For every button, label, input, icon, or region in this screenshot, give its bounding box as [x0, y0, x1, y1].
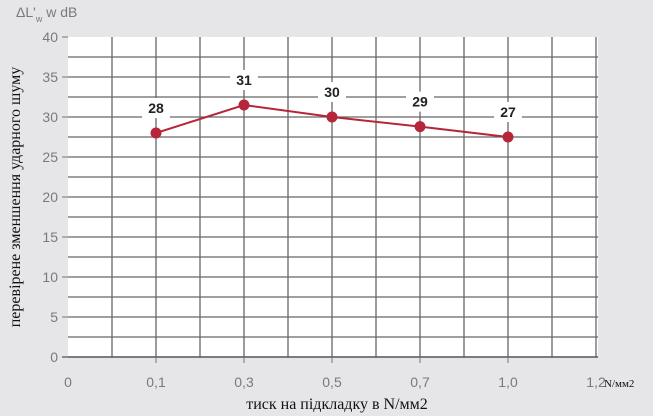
- x-tick-label: 0: [64, 374, 72, 390]
- y-tick-label: 10: [42, 269, 58, 285]
- x-axis: 0 0,1 0,3 0,5 0,7 1,0 1,2: [64, 357, 606, 390]
- data-label-background: [494, 102, 522, 122]
- y-tick-label: 5: [50, 309, 58, 325]
- y-tick-label: 0: [50, 349, 58, 365]
- x-tick-label: 0,5: [322, 374, 342, 390]
- x-tick-label: 1,2: [586, 374, 606, 390]
- y-tick-label: 15: [42, 229, 58, 245]
- data-label: 29: [412, 94, 428, 110]
- x-tick-label: 0,3: [234, 374, 254, 390]
- y-axis: 0 5 10 15 20 25 30 35 40: [42, 29, 68, 365]
- data-label: 27: [500, 104, 516, 120]
- y-tick-label: 30: [42, 109, 58, 125]
- x-tick-label: 0,7: [410, 374, 430, 390]
- data-point: [502, 131, 514, 143]
- data-label-background: [230, 70, 258, 90]
- y-tick-label: 25: [42, 149, 58, 165]
- y-axis-title: перевірене зменшення ударного шуму: [7, 67, 24, 328]
- x-tick-label: 0,1: [146, 374, 166, 390]
- y-tick-label: 20: [42, 189, 58, 205]
- data-point: [150, 127, 162, 139]
- y-axis-top-label: ΔL'w w dB: [16, 4, 77, 24]
- data-label: 31: [236, 72, 252, 88]
- data-label: 28: [148, 100, 164, 116]
- data-point: [238, 99, 250, 111]
- data-label: 30: [324, 84, 340, 100]
- x-axis-title: тиск на підкладку в N/мм2: [246, 396, 428, 413]
- data-label-background: [318, 82, 346, 102]
- data-label-background: [142, 98, 170, 118]
- data-point: [326, 111, 338, 123]
- y-tick-label: 40: [42, 29, 58, 45]
- data-label-background: [406, 91, 434, 112]
- x-axis-unit: N/мм2: [604, 378, 634, 390]
- x-tick-label: 1,0: [498, 374, 518, 390]
- y-tick-label: 35: [42, 69, 58, 85]
- series: 28 31 30 29 27: [142, 70, 522, 143]
- data-point: [414, 121, 426, 133]
